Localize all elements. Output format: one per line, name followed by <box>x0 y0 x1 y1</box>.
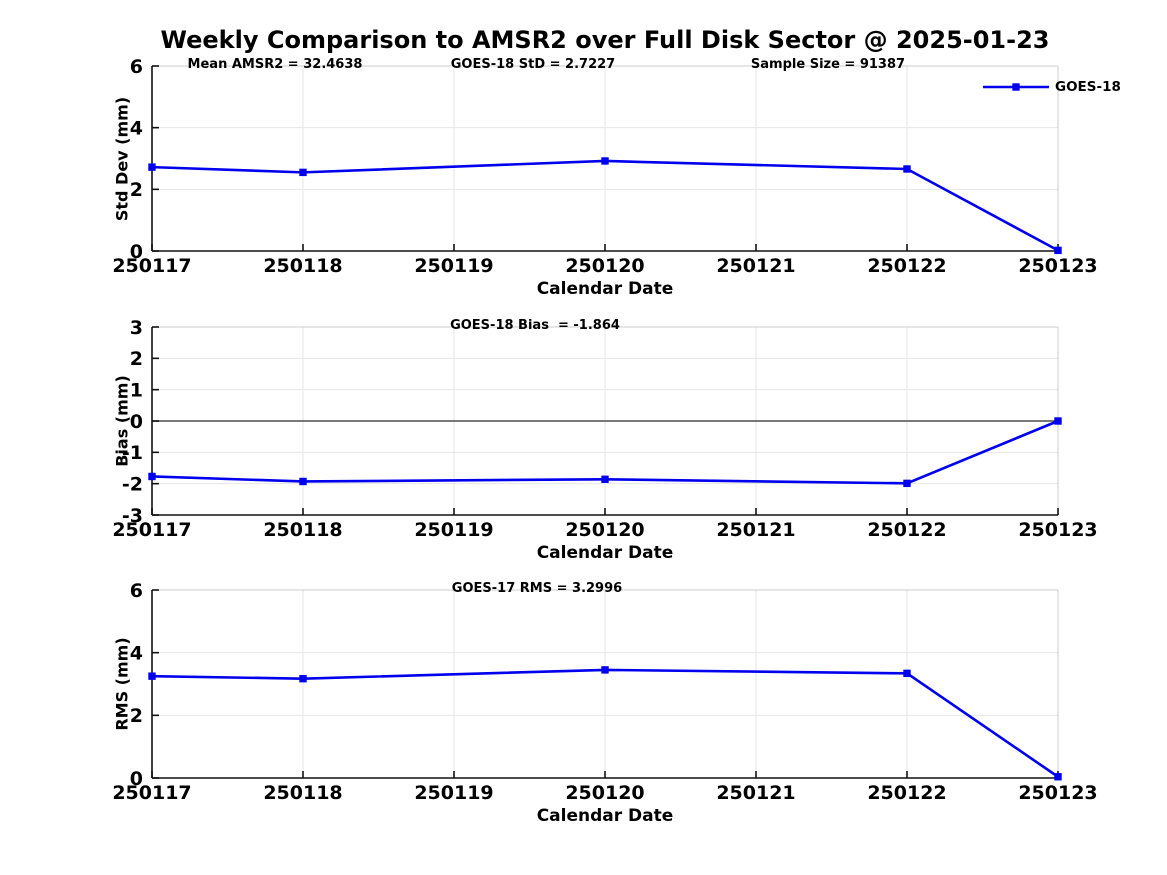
data-point-marker <box>148 472 156 481</box>
x-tick-label: 250118 <box>263 519 342 541</box>
data-point-marker <box>903 479 911 488</box>
data-point-marker <box>1054 773 1062 781</box>
tick-labels-bias: 250117 250118 250119 250120 250121 250122 2501… <box>112 317 1097 541</box>
data-point-marker <box>148 672 156 680</box>
y-axis-label-rms: RMS (mm) <box>112 637 132 731</box>
series-markers-goes-18 <box>148 666 1062 781</box>
data-point-marker <box>903 165 911 173</box>
subplot-rms: 250117 250118 250119 250120 250121 250122 2501… <box>112 580 1097 804</box>
data-point-marker <box>601 666 609 674</box>
x-tick-label: 250123 <box>1018 782 1097 804</box>
y-tick-label: 6 <box>130 56 143 78</box>
subplot-stddev: 250117 250118 250119 250120 250121 250122 2501… <box>112 56 1097 277</box>
series-markers-goes-18 <box>148 157 1062 255</box>
data-point-marker <box>601 157 609 165</box>
y-tick-label: -1 <box>122 442 143 464</box>
subplot-bias: 250117 250118 250119 250120 250121 250122 2501… <box>112 317 1097 541</box>
tick-marks-rms <box>151 589 1059 779</box>
x-tick-label: 250118 <box>263 782 342 804</box>
data-point-marker <box>299 477 307 486</box>
data-point-marker <box>299 168 307 177</box>
x-tick-label: 250122 <box>867 255 946 277</box>
data-point-marker <box>903 669 911 678</box>
data-point-marker <box>601 475 609 483</box>
y-tick-label: 0 <box>130 411 143 433</box>
x-axis-label-bias: Calendar Date <box>536 543 674 563</box>
x-tick-label: 250122 <box>867 782 946 804</box>
x-tick-label: 250123 <box>1018 255 1097 277</box>
x-tick-label: 250120 <box>565 782 644 804</box>
data-point-marker <box>299 674 307 683</box>
legend-marker-sample <box>1012 83 1020 91</box>
annotation-goes17-rms: GOES-17 RMS = 3.2996 <box>451 581 623 596</box>
x-tick-label: 250117 <box>112 782 191 804</box>
x-tick-label: 250119 <box>414 519 493 541</box>
data-point-marker <box>148 163 156 171</box>
y-tick-label: 3 <box>130 317 143 339</box>
x-tick-label: 250122 <box>867 519 946 541</box>
y-tick-label: 2 <box>130 348 143 370</box>
series-markers-goes-18 <box>148 417 1062 488</box>
data-point-marker <box>1054 417 1062 425</box>
y-axis-label-bias: Bias (mm) <box>112 375 132 467</box>
y-tick-label: 4 <box>130 643 143 665</box>
data-point-marker <box>1054 246 1062 255</box>
y-tick-label: 2 <box>130 179 143 201</box>
y-tick-label: -2 <box>122 474 143 496</box>
x-tick-label: 250120 <box>565 519 644 541</box>
gridlines-stddev <box>152 66 1058 251</box>
y-tick-label: 0 <box>130 241 143 263</box>
y-tick-label: 6 <box>130 580 143 602</box>
x-tick-label: 250119 <box>414 782 493 804</box>
y-tick-label: 1 <box>130 380 143 402</box>
x-tick-label: 250123 <box>1018 519 1097 541</box>
x-tick-label: 250121 <box>716 782 795 804</box>
x-tick-label: 250117 <box>112 255 191 277</box>
x-axis-label-stddev: Calendar Date <box>536 279 674 299</box>
x-tick-label: 250118 <box>263 255 342 277</box>
x-tick-label: 250120 <box>565 255 644 277</box>
gridlines-rms <box>152 590 1058 778</box>
tick-marks-bias <box>151 326 1059 516</box>
tick-labels-stddev: 250117 250118 250119 250120 250121 250122 2501… <box>112 56 1097 277</box>
legend-series-label: GOES-18 <box>1055 79 1121 95</box>
x-tick-label: 250121 <box>716 255 795 277</box>
y-tick-label: -3 <box>122 505 143 527</box>
legend-sample <box>983 83 1049 91</box>
x-tick-label: 250117 <box>112 519 191 541</box>
annotation-sample-size: Sample Size = 91387 <box>750 57 906 72</box>
tick-labels-rms: 250117 250118 250119 250120 250121 250122 2501… <box>112 580 1097 804</box>
annotation-goes18-std: GOES-18 StD = 2.7227 <box>450 57 616 72</box>
chart-title: Weekly Comparison to AMSR2 over Full Dis… <box>160 26 1050 54</box>
annotation-mean-amsr2: Mean AMSR2 = 32.4638 <box>187 57 363 72</box>
x-tick-label: 250121 <box>716 519 795 541</box>
y-tick-label: 4 <box>130 118 143 140</box>
annotation-goes18-bias: GOES-18 Bias = -1.864 <box>450 318 620 333</box>
y-tick-label: 2 <box>130 705 143 727</box>
x-tick-label: 250119 <box>414 255 493 277</box>
y-axis-label-stddev: Std Dev (mm) <box>112 96 132 222</box>
x-axis-label-rms: Calendar Date <box>536 806 674 826</box>
y-tick-label: 0 <box>130 768 143 790</box>
